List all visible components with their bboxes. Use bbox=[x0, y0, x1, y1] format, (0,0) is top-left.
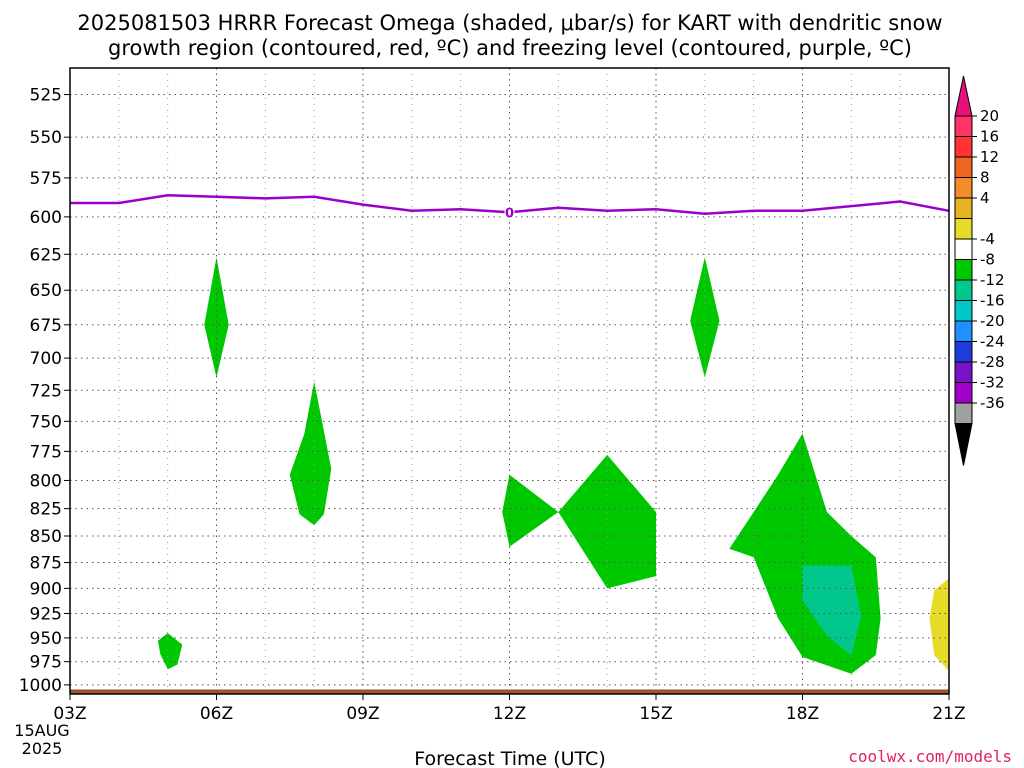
colorbar-bin-3 bbox=[954, 177, 973, 199]
colorbar-bin-13 bbox=[954, 382, 973, 404]
y-tick-label-600: 600 bbox=[30, 208, 62, 228]
chart-title-line-1: 2025081503 HRRR Forecast Omega (shaded, … bbox=[77, 11, 942, 35]
colorbar-bottom-arrow bbox=[954, 423, 973, 466]
chart-title-line-2: growth region (contoured, red, ºC) and f… bbox=[108, 36, 912, 60]
y-tick-label-950: 950 bbox=[30, 629, 62, 649]
colorbar: 20 16 12 8 4 -4 -8 -12 -16 -20 -24 -28 -32 -36 bbox=[954, 75, 1005, 466]
credit-text: coolwx.com/models bbox=[848, 747, 1012, 766]
y-tick-label-675: 675 bbox=[30, 316, 62, 336]
x-axis: 03Z 06Z 09Z 12Z 15Z 18Z 21Z bbox=[53, 694, 966, 724]
x-tick-label-06Z: 06Z bbox=[200, 704, 233, 724]
colorbar-top-arrow bbox=[954, 75, 973, 117]
omega-region-0 bbox=[204, 257, 229, 378]
grid-lines bbox=[70, 68, 949, 694]
freezing-level-label-bg bbox=[504, 204, 515, 219]
omega-region-7 bbox=[157, 633, 183, 670]
terrain-strip bbox=[70, 689, 949, 694]
y-tick-label-550: 550 bbox=[30, 128, 62, 148]
colorbar-label-5: -4 bbox=[980, 230, 995, 248]
y-tick-label-925: 925 bbox=[30, 604, 62, 624]
y-tick-label-525: 525 bbox=[30, 86, 62, 106]
colorbar-label-4: 4 bbox=[980, 189, 990, 207]
x-axis-title: Forecast Time (UTC) bbox=[414, 748, 605, 768]
colorbar-label-13: -36 bbox=[980, 394, 1005, 412]
y-axis: 525 550 575 600 625 650 675 700 725 750 775 800 825 8… bbox=[19, 86, 70, 696]
freezing-level-contour: 0 bbox=[70, 194, 950, 221]
colorbar-bin-11 bbox=[954, 341, 973, 363]
x-tick-label-09Z: 09Z bbox=[346, 704, 379, 724]
y-tick-label-725: 725 bbox=[30, 381, 62, 401]
colorbar-bin-12 bbox=[954, 361, 973, 383]
x-tick-label-15Z: 15Z bbox=[639, 704, 672, 724]
terrain-layer bbox=[70, 689, 949, 694]
omega-region-2 bbox=[502, 474, 559, 547]
colorbar-bin-9 bbox=[954, 300, 973, 322]
colorbar-bin-0 bbox=[954, 115, 973, 137]
plot-area: 0 bbox=[69, 67, 950, 695]
x-tick-label-12Z: 12Z bbox=[493, 704, 526, 724]
freezing-level-label: 0 bbox=[505, 206, 514, 221]
colorbar-label-6: -8 bbox=[980, 251, 995, 269]
colorbar-bin-4 bbox=[954, 197, 973, 219]
colorbar-bin-1 bbox=[954, 136, 973, 158]
colorbar-bin-5 bbox=[954, 218, 973, 240]
colorbar-bin-6 bbox=[954, 238, 973, 260]
colorbar-bin-2 bbox=[954, 156, 973, 178]
y-tick-label-900: 900 bbox=[30, 579, 62, 599]
omega-region-3 bbox=[558, 454, 656, 589]
y-tick-label-975: 975 bbox=[30, 653, 62, 673]
y-tick-label-750: 750 bbox=[30, 412, 62, 432]
omega-shaded-regions bbox=[157, 257, 949, 674]
y-tick-label-625: 625 bbox=[30, 245, 62, 265]
y-tick-label-1000: 1000 bbox=[19, 676, 62, 696]
x-date-label-day: 15AUG bbox=[14, 721, 69, 740]
colorbar-label-7: -12 bbox=[980, 271, 1005, 289]
colorbar-label-8: -16 bbox=[980, 292, 1005, 310]
colorbar-label-1: 16 bbox=[980, 128, 999, 146]
colorbar-label-12: -32 bbox=[980, 374, 1005, 392]
y-tick-label-800: 800 bbox=[30, 471, 62, 491]
omega-region-4 bbox=[690, 257, 720, 378]
colorbar-bin-7 bbox=[954, 259, 973, 281]
y-tick-label-850: 850 bbox=[30, 527, 62, 547]
x-date-label-year: 2025 bbox=[22, 739, 63, 758]
y-tick-label-875: 875 bbox=[30, 554, 62, 574]
y-tick-label-700: 700 bbox=[30, 349, 62, 369]
colorbar-bin-14 bbox=[954, 402, 973, 424]
colorbar-label-0: 20 bbox=[980, 107, 999, 125]
colorbar-bin-10 bbox=[954, 320, 973, 342]
colorbar-label-2: 12 bbox=[980, 148, 999, 166]
colorbar-bin-8 bbox=[954, 279, 973, 301]
colorbar-label-10: -24 bbox=[980, 333, 1005, 351]
y-tick-label-575: 575 bbox=[30, 169, 62, 189]
colorbar-label-3: 8 bbox=[980, 169, 990, 187]
colorbar-label-11: -28 bbox=[980, 353, 1005, 371]
omega-region-1 bbox=[289, 381, 332, 526]
omega-region-8 bbox=[929, 578, 949, 671]
y-tick-label-825: 825 bbox=[30, 500, 62, 520]
y-tick-label-650: 650 bbox=[30, 281, 62, 301]
x-tick-label-18Z: 18Z bbox=[786, 704, 819, 724]
x-tick-label-03Z: 03Z bbox=[53, 704, 86, 724]
y-tick-label-775: 775 bbox=[30, 442, 62, 462]
colorbar-label-9: -20 bbox=[980, 312, 1005, 330]
x-tick-label-21Z: 21Z bbox=[932, 704, 965, 724]
